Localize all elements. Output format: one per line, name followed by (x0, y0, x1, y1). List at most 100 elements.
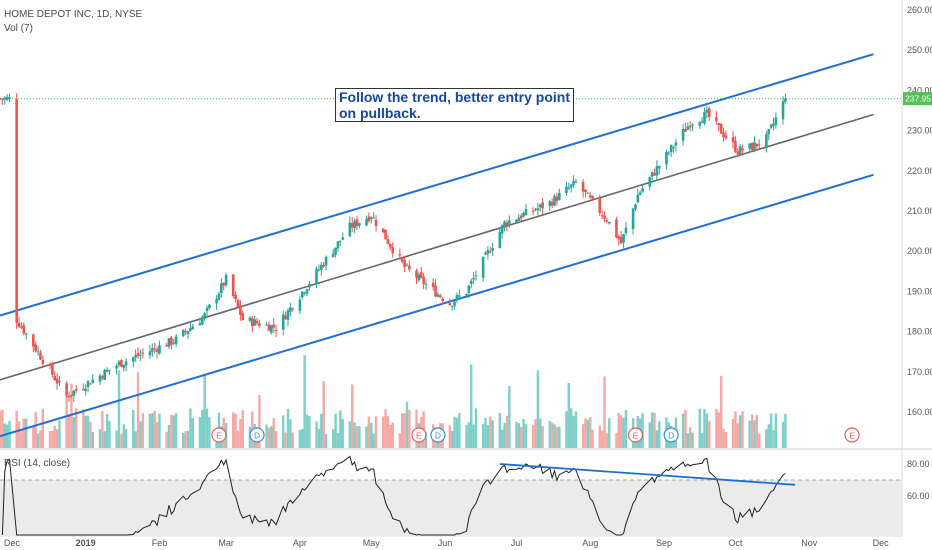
trend-annotation: Follow the trend, better entry point on … (335, 88, 574, 122)
price-tick-label: 200.00 (907, 246, 932, 256)
volume-bar (132, 409, 135, 448)
volume-bar (186, 430, 190, 448)
marker-circle (627, 427, 644, 443)
candle (669, 144, 673, 157)
candle-body (86, 381, 90, 388)
candle-body (774, 117, 778, 125)
candle-body (82, 389, 85, 391)
candle (741, 144, 744, 156)
earnings-marker[interactable]: E (627, 427, 644, 443)
candle (686, 122, 690, 131)
volume-bar (48, 431, 52, 448)
volume-bar (389, 424, 392, 448)
candle (289, 302, 292, 317)
candle (381, 228, 385, 234)
candle (272, 318, 275, 334)
candle (369, 215, 373, 224)
candle-body (120, 359, 123, 367)
volume-bar (741, 411, 744, 448)
candle-body (403, 260, 406, 268)
candle-body (305, 289, 309, 294)
earnings-marker[interactable]: E (211, 427, 227, 443)
candle-body (131, 357, 135, 362)
candle (431, 278, 435, 291)
candle-body (638, 192, 642, 195)
candle (74, 385, 78, 394)
candle-body (600, 215, 604, 217)
earnings-marker[interactable]: E (411, 427, 427, 443)
candle (203, 311, 206, 322)
volume-bar (348, 421, 352, 448)
candle-body (220, 283, 223, 293)
candle (619, 231, 623, 245)
volume-bar (115, 430, 118, 448)
candle-body (41, 359, 45, 364)
volume-bar (767, 424, 770, 448)
candle (72, 390, 76, 402)
dividend-marker[interactable]: D (430, 427, 446, 443)
candle (55, 373, 59, 390)
candle-body (367, 216, 371, 222)
candle (419, 267, 423, 279)
volume-bar (239, 419, 242, 448)
volume-bar (567, 383, 571, 448)
candle (717, 122, 721, 132)
volume-bar (653, 412, 656, 448)
candle (158, 340, 161, 355)
volume-bar (101, 411, 104, 448)
volume-bar (372, 433, 375, 448)
candle-body (89, 383, 92, 385)
candle (569, 183, 573, 193)
candle (631, 207, 635, 235)
candle-body (422, 276, 425, 285)
candle (515, 219, 518, 224)
volume-bar (534, 419, 537, 448)
time-tick-label: Oct (728, 538, 743, 548)
volume-bar (605, 433, 609, 448)
candle-body (253, 319, 256, 326)
candle-body (124, 361, 128, 366)
volume-bar (98, 429, 102, 448)
price-tick-label: 160.00 (907, 407, 932, 417)
candle (353, 218, 356, 234)
time-tick-label: Mar (218, 538, 234, 548)
dividend-marker[interactable]: D (249, 427, 265, 443)
candle-body (584, 189, 587, 193)
candle (120, 359, 123, 368)
candle (684, 122, 687, 132)
candle-body (374, 219, 378, 227)
volume-bar (20, 429, 23, 448)
volume-bar (774, 413, 778, 448)
dividend-marker[interactable]: D (663, 427, 679, 443)
candle (5, 93, 9, 102)
candle (348, 216, 352, 238)
volume-bar (758, 433, 761, 448)
candle (555, 192, 559, 206)
volume-bar (3, 423, 6, 448)
candle (688, 120, 692, 132)
candle (184, 328, 187, 336)
candle-body (472, 277, 475, 280)
volume-bar (355, 426, 359, 448)
candle (386, 235, 390, 245)
candle-body (655, 166, 659, 176)
candle-body (291, 308, 295, 310)
candle-body (384, 229, 387, 240)
candle (165, 342, 168, 347)
candle-body (617, 236, 621, 240)
volume-bar (267, 427, 271, 448)
volume-bar (398, 433, 402, 448)
volume-bar (139, 421, 142, 448)
candle (750, 142, 754, 151)
volume-bar (36, 433, 40, 448)
volume-bar (624, 410, 628, 448)
earnings-marker[interactable]: E (844, 427, 860, 443)
candle-body (158, 345, 161, 354)
candle (607, 221, 611, 225)
price-tick-label: 220.00 (907, 166, 932, 176)
candle (231, 273, 235, 299)
volume-bar (401, 413, 404, 448)
candle (141, 348, 145, 359)
candle-body (20, 326, 23, 328)
